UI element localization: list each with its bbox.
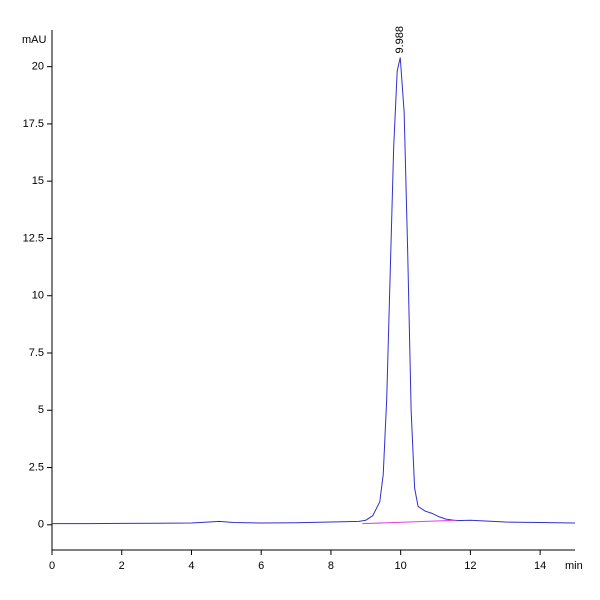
x-tick-label: 8 (328, 560, 334, 572)
x-tick-label: 0 (49, 560, 55, 572)
y-tick-label: 5 (38, 404, 44, 416)
y-tick-label: 2.5 (29, 461, 44, 473)
y-tick-label: 7.5 (29, 347, 44, 359)
y-tick-label: 10 (32, 290, 44, 302)
y-tick-label: 0 (38, 519, 44, 531)
y-tick-label: 12.5 (23, 232, 44, 244)
y-tick-label: 17.5 (23, 118, 44, 130)
x-tick-label: 2 (119, 560, 125, 572)
series-line (362, 519, 457, 525)
y-tick-label: 20 (32, 61, 44, 73)
series-line (52, 57, 576, 525)
y-tick-label: 15 (32, 175, 44, 187)
x-axis-label: min (565, 560, 583, 572)
x-tick-label: 6 (258, 560, 264, 572)
x-tick-label: 4 (188, 560, 194, 572)
x-tick-label: 14 (534, 560, 546, 572)
peak-label: 9.988 (394, 26, 406, 54)
x-tick-label: 12 (464, 560, 476, 572)
x-tick-label: 10 (395, 560, 407, 572)
y-axis-label: mAU (22, 34, 47, 46)
